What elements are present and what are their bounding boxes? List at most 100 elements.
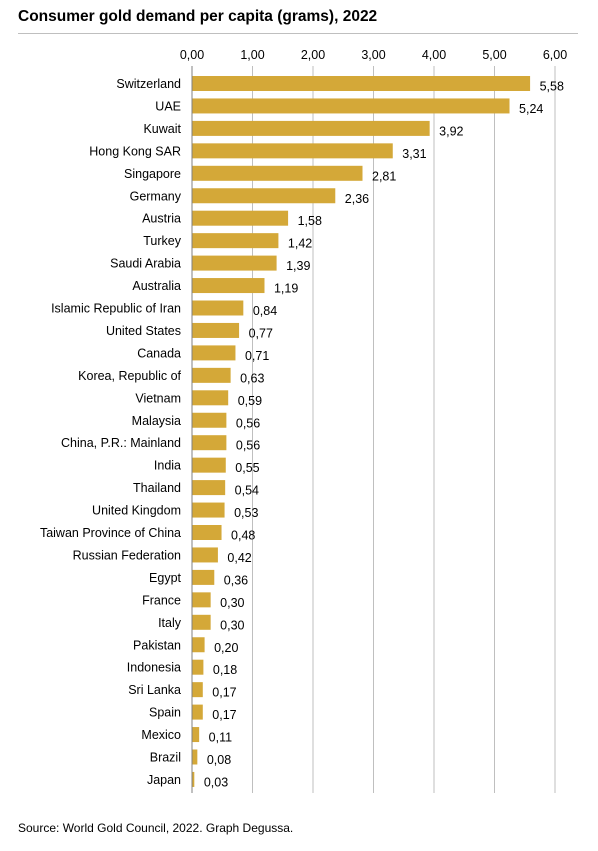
value-label: 0,48	[231, 529, 255, 543]
category-label: Spain	[149, 706, 181, 720]
category-label: India	[154, 459, 181, 473]
category-label: Indonesia	[127, 661, 181, 675]
category-label: France	[142, 593, 181, 607]
value-label: 0,84	[253, 304, 277, 318]
category-label: Malaysia	[132, 414, 181, 428]
category-label: Japan	[147, 773, 181, 787]
x-tick-label: 3,00	[361, 48, 385, 62]
x-tick-label: 4,00	[422, 48, 446, 62]
value-label: 0,77	[249, 326, 273, 340]
value-label: 2,36	[345, 192, 369, 206]
bar	[192, 390, 229, 406]
bar	[192, 727, 200, 743]
value-label: 0,11	[209, 731, 232, 745]
bar	[192, 278, 265, 294]
category-label: Switzerland	[116, 77, 181, 91]
category-label: Mexico	[141, 728, 181, 742]
bar	[192, 76, 531, 91]
category-label: United Kingdom	[92, 504, 181, 518]
chart-title: Consumer gold demand per capita (grams),…	[18, 8, 378, 25]
value-label: 0,03	[204, 775, 228, 789]
value-label: 0,63	[240, 371, 264, 385]
title-divider	[18, 33, 578, 34]
value-label: 0,36	[224, 573, 248, 587]
value-label: 0,08	[207, 753, 231, 767]
bar	[192, 233, 279, 249]
value-label: 1,58	[298, 214, 322, 228]
value-label: 0,55	[235, 461, 259, 475]
value-label: 2,81	[372, 169, 396, 183]
category-label: Korea, Republic of	[78, 369, 181, 383]
category-label: Pakistan	[133, 638, 181, 652]
category-label: Singapore	[124, 167, 181, 181]
category-label: Egypt	[149, 571, 181, 585]
bar	[192, 614, 211, 630]
bar	[192, 322, 240, 338]
bar	[192, 525, 222, 540]
bar	[192, 704, 203, 720]
bar	[192, 682, 203, 698]
bar	[192, 367, 231, 383]
value-label: 1,42	[288, 237, 312, 251]
category-labels: Switzerland UAE Kuwait Hong Kong SAR Singapo…	[40, 77, 182, 787]
category-label: Kuwait	[143, 122, 181, 136]
value-label: 3,92	[439, 124, 463, 138]
bar	[192, 749, 198, 765]
bar	[192, 98, 510, 114]
bar	[192, 300, 244, 316]
value-label: 0,17	[212, 686, 236, 700]
x-axis-tick-labels: 0,00 1,00 2,00 3,00 4,00 5,00 6,00	[180, 48, 567, 62]
category-label: Taiwan Province of China	[40, 526, 181, 540]
bar-chart: 0,00 1,00 2,00 3,00 4,00 5,00 6,00 Switzerland…	[40, 48, 567, 793]
category-label: Sri Lanka	[128, 683, 181, 697]
value-label: 0,53	[234, 506, 258, 520]
bar	[192, 547, 218, 563]
bar	[192, 480, 226, 496]
value-label: 1,19	[274, 282, 298, 296]
bar	[192, 457, 226, 473]
value-label: 5,24	[519, 102, 543, 116]
bar	[192, 188, 336, 204]
source-note: Source: World Gold Council, 2022. Graph …	[18, 821, 294, 835]
x-tick-label: 6,00	[543, 48, 567, 62]
category-label: Islamic Republic of Iran	[51, 302, 181, 316]
category-label: UAE	[155, 99, 181, 113]
value-labels: 5,58 5,24 3,92 3,31 2,812,36 1,58 1,42 1,39 1,19…	[204, 80, 564, 790]
bar	[192, 502, 225, 518]
category-label: Austria	[142, 212, 181, 226]
value-label: 0,30	[220, 618, 244, 632]
category-label: Brazil	[150, 751, 181, 765]
x-tick-label: 0,00	[180, 48, 204, 62]
bar	[192, 771, 195, 787]
category-label: Italy	[158, 616, 182, 630]
bar	[192, 210, 289, 226]
category-label: Russian Federation	[73, 548, 181, 562]
value-label: 0,54	[235, 484, 259, 498]
value-label: 3,31	[402, 147, 426, 161]
category-label: Turkey	[143, 234, 181, 248]
value-label: 0,30	[220, 596, 244, 610]
value-label: 0,56	[236, 416, 260, 430]
bar	[192, 255, 277, 271]
x-tick-label: 2,00	[301, 48, 325, 62]
bar	[192, 345, 236, 361]
bar	[192, 435, 227, 451]
x-tick-label: 5,00	[482, 48, 506, 62]
value-label: 0,20	[214, 641, 238, 655]
value-label: 0,18	[213, 663, 237, 677]
category-label: Saudi Arabia	[110, 257, 181, 271]
category-label: Vietnam	[135, 391, 181, 405]
category-label: Germany	[130, 189, 182, 203]
bar	[192, 143, 393, 159]
bar	[192, 120, 430, 136]
bar	[192, 592, 211, 608]
gridlines	[252, 66, 556, 793]
value-label: 1,39	[286, 259, 310, 273]
category-label: Canada	[137, 346, 181, 360]
bar	[192, 412, 227, 428]
value-label: 0,59	[238, 394, 262, 408]
category-label: China, P.R.: Mainland	[61, 436, 181, 450]
bar	[192, 659, 204, 675]
value-label: 0,56	[236, 439, 260, 453]
value-label: 0,17	[212, 708, 236, 722]
